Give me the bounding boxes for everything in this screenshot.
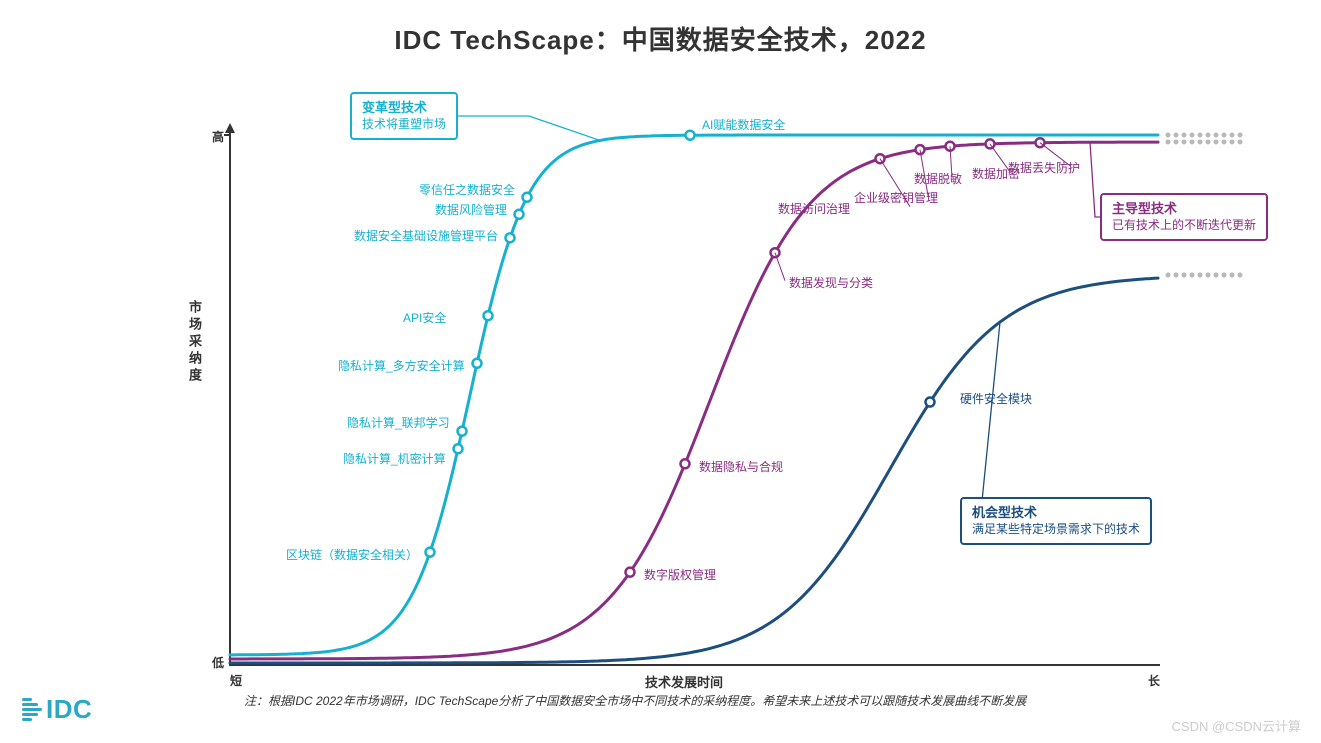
chart-title: IDC TechScape：中国数据安全技术，2022 <box>0 20 1321 57</box>
curve-point-label: 数据加密 <box>972 168 1020 180</box>
curve-point-label: 硬件安全模块 <box>960 393 1032 405</box>
watermark: CSDN @CSDN云计算 <box>1172 716 1301 735</box>
curve-point-label: 数据隐私与合规 <box>699 461 783 473</box>
curve-point-label: 隐私计算_多方安全计算 <box>338 360 465 372</box>
y-tick-low: 低 <box>212 654 224 671</box>
curve-point-label: 零信任之数据安全 <box>419 184 515 196</box>
legend-subtitle: 满足某些特定场景需求下的技术 <box>972 522 1140 538</box>
legend-title: 主导型技术 <box>1112 201 1256 218</box>
x-tick-right: 长 <box>1148 672 1160 689</box>
legend-title: 变革型技术 <box>362 100 446 117</box>
legend-box-opportunistic: 机会型技术满足某些特定场景需求下的技术 <box>960 497 1152 545</box>
legend-title: 机会型技术 <box>972 505 1140 522</box>
curve-point-label: 数据访问治理 <box>778 203 850 215</box>
curve-point-label: 数据脱敏 <box>914 173 962 185</box>
curve-point-label: 隐私计算_联邦学习 <box>347 417 450 429</box>
curve-point-label: 数据发现与分类 <box>789 277 873 289</box>
y-tick-high: 高 <box>212 128 224 145</box>
curve-point-label: 企业级密钥管理 <box>854 192 938 204</box>
curve-point-label: 数据安全基础设施管理平台 <box>354 230 498 242</box>
curve-point-label: 数据风险管理 <box>435 204 507 216</box>
y-axis-title: 市场采纳度 <box>185 300 204 385</box>
legend-subtitle: 技术将重塑市场 <box>362 117 446 133</box>
x-axis-title: 技术发展时间 <box>645 672 723 691</box>
idc-logo-text: IDC <box>46 694 92 725</box>
footnote: 注：根据IDC 2022年市场调研，IDC TechScape分析了中国数据安全… <box>244 692 1026 709</box>
curve-point-label: AI赋能数据安全 <box>702 119 785 131</box>
curve-point-label: 数字版权管理 <box>644 569 716 581</box>
curve-point-label: 隐私计算_机密计算 <box>343 453 446 465</box>
curve-point-label: 区块链（数据安全相关） <box>286 549 418 561</box>
idc-logo-bars-icon <box>22 698 42 721</box>
idc-logo: IDC <box>22 694 92 725</box>
x-tick-left: 短 <box>230 672 242 689</box>
curve-point-label: API安全 <box>403 312 446 324</box>
legend-subtitle: 已有技术上的不断迭代更新 <box>1112 218 1256 234</box>
legend-box-transform: 变革型技术技术将重塑市场 <box>350 92 458 140</box>
legend-box-dominant: 主导型技术已有技术上的不断迭代更新 <box>1100 193 1268 241</box>
